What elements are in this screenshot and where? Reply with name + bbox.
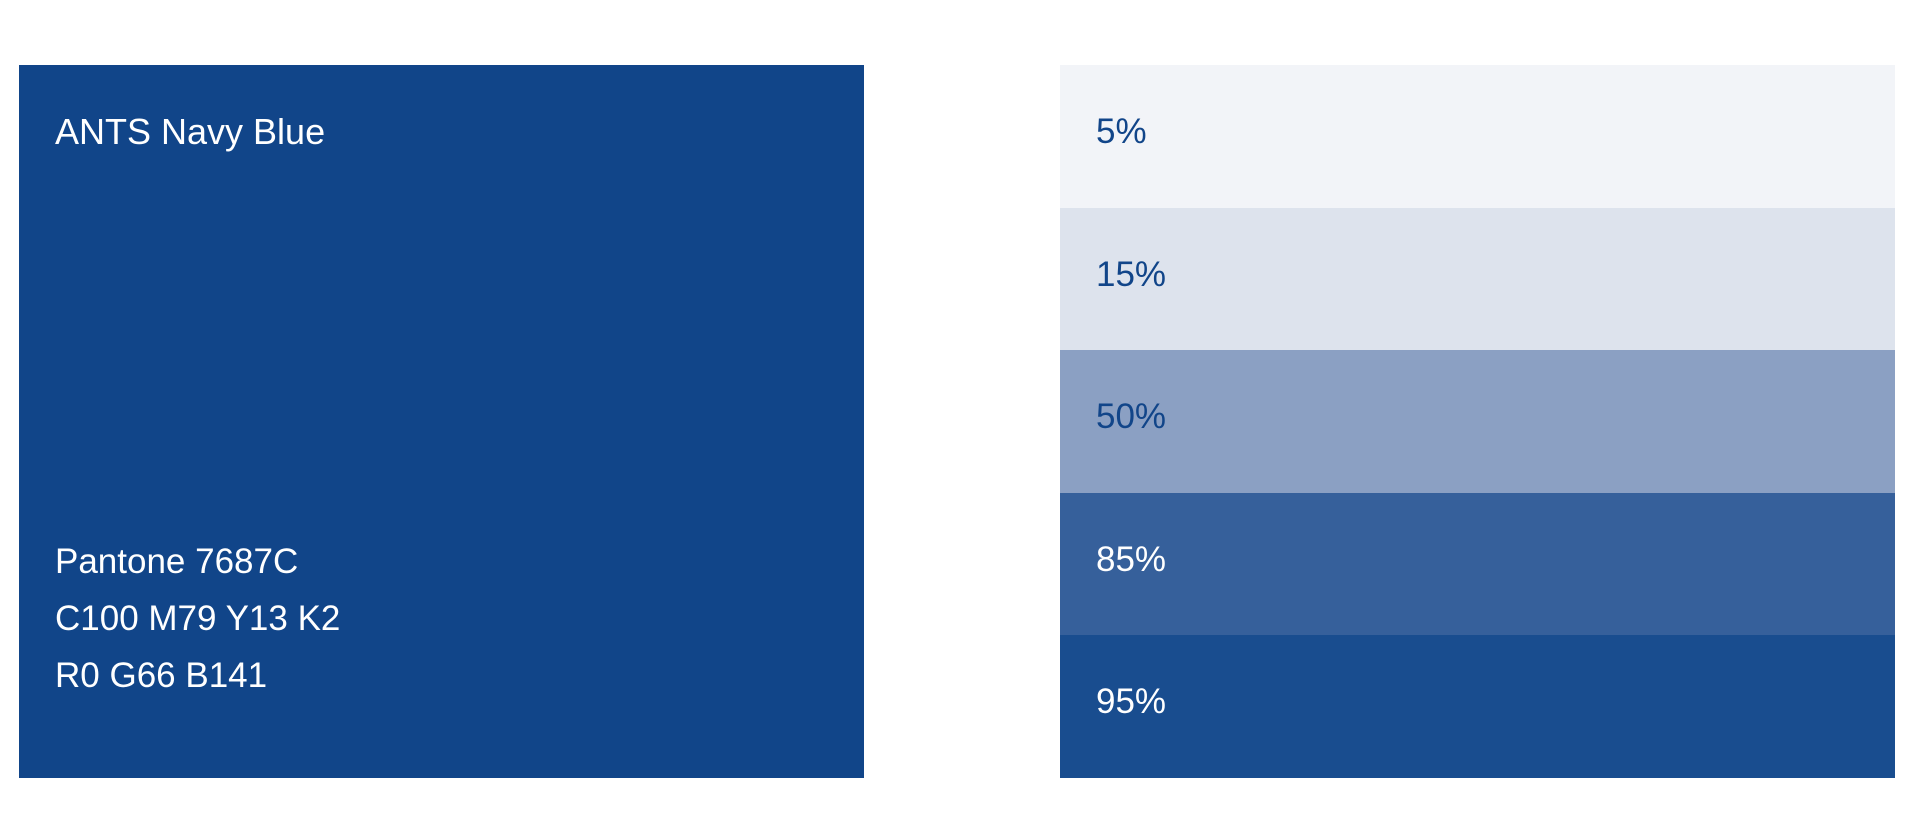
tint-label: 95% bbox=[1096, 682, 1167, 722]
swatch-name: ANTS Navy Blue bbox=[55, 111, 326, 152]
main-color-swatch: ANTS Navy Blue Pantone 7687C C100 M79 Y1… bbox=[19, 65, 864, 778]
color-specs-list: Pantone 7687C C100 M79 Y13 K2 R0 G66 B14… bbox=[55, 533, 340, 704]
tint-15: 15% bbox=[1060, 207, 1895, 351]
tint-scale: 5% 15% 50% 85% 95% bbox=[1060, 65, 1895, 778]
tint-95: 95% bbox=[1060, 635, 1895, 778]
cmyk-spec: C100 M79 Y13 K2 bbox=[55, 599, 341, 638]
rgb-spec: R0 G66 B141 bbox=[55, 656, 268, 695]
tint-5: 5% bbox=[1060, 65, 1895, 208]
pantone-spec: Pantone 7687C bbox=[55, 542, 299, 581]
tint-label: 15% bbox=[1096, 254, 1167, 294]
tint-label: 50% bbox=[1096, 397, 1167, 437]
tint-85: 85% bbox=[1060, 492, 1895, 636]
tint-50: 50% bbox=[1060, 350, 1895, 493]
tint-label: 85% bbox=[1096, 539, 1167, 579]
tint-label: 5% bbox=[1096, 112, 1147, 151]
